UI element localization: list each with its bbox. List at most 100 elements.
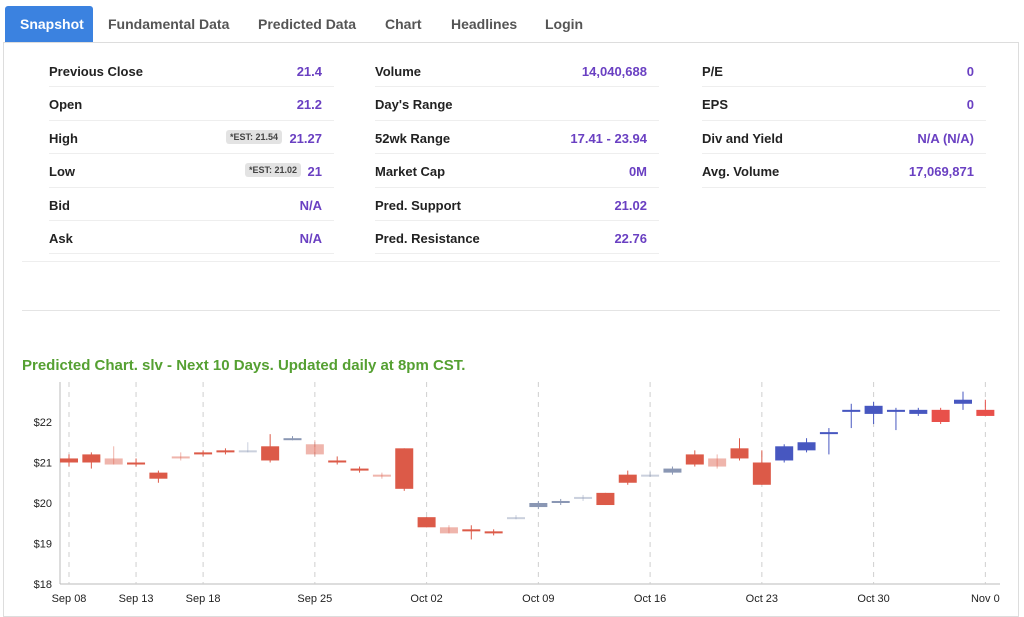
stat-value: 22.76 (614, 230, 647, 246)
x-tick-label: Oct 02 (410, 593, 442, 605)
stat-row-days-range: Day's Range (375, 87, 659, 121)
stat-value: N/A (299, 197, 322, 213)
candle-body (216, 450, 235, 453)
x-tick-label: Oct 30 (857, 593, 889, 605)
x-tick-label: Sep 18 (186, 593, 221, 605)
candle-body (775, 446, 794, 461)
stat-row-volume: Volume 14,040,688 (375, 54, 659, 88)
stat-row-avg-volume: Avg. Volume 17,069,871 (702, 154, 986, 188)
stat-row-bid: Bid N/A (49, 188, 334, 221)
candle-body (507, 517, 525, 520)
candle-body (238, 450, 257, 453)
stat-value: 21.2 (296, 97, 322, 113)
snapshot-column-1: Previous Close 21.4 Open 21.2 High *EST:… (49, 54, 334, 255)
stat-label: Pred. Support (375, 197, 461, 213)
stat-value: N/A (N/A) (917, 130, 974, 146)
candle-body (752, 462, 771, 485)
candle-body (685, 454, 704, 465)
candle-body (842, 409, 861, 412)
tab-chart[interactable]: Chart (385, 16, 422, 32)
stat-label: P/E (702, 64, 723, 79)
candle-body (574, 496, 593, 499)
tab-login[interactable]: Login (545, 16, 584, 32)
candle-body (596, 492, 615, 506)
stat-label: Market Cap (375, 164, 446, 180)
x-tick-label: Oct 16 (634, 593, 666, 605)
x-tick-label: Sep 08 (52, 593, 87, 605)
candle-body (372, 474, 391, 477)
snapshot-column-3: P/E 0 EPS 0 Div and Yield N/A (N/A) Avg.… (702, 54, 986, 188)
candle-body (484, 531, 503, 534)
y-tick-label: $19 (34, 539, 52, 551)
candle-body (82, 454, 101, 463)
tab-headlines[interactable]: Headlines (451, 16, 518, 32)
candle-body (462, 529, 481, 532)
candle-body (886, 409, 905, 412)
stat-label: Low (49, 164, 75, 180)
stat-label: High (49, 130, 78, 146)
candle-body (261, 446, 280, 461)
stat-row-ask: Ask N/A (49, 221, 334, 255)
x-tick-label: Sep 25 (297, 593, 332, 605)
y-tick-label: $21 (34, 458, 52, 470)
stat-row-eps: EPS 0 (702, 87, 986, 121)
section-divider (22, 261, 1000, 262)
stat-label: Open (49, 97, 83, 113)
chart-title: Predicted Chart. slv - Next 10 Days. Upd… (22, 357, 466, 374)
stat-value: 0M (628, 164, 647, 180)
stat-label: EPS (702, 97, 729, 113)
stat-value: 21 (307, 164, 322, 180)
candle-body (305, 444, 324, 455)
stat-label: Previous Close (49, 64, 143, 79)
stat-label: Avg. Volume (702, 164, 780, 180)
stat-label: Volume (375, 64, 421, 79)
candle-body (976, 409, 995, 416)
candle-body (529, 503, 548, 508)
section-divider (22, 310, 1000, 311)
candle-body (864, 405, 883, 414)
stat-row-high: High *EST: 21.54 21.27 (49, 121, 334, 155)
stat-value: 21.02 (614, 197, 647, 213)
est-badge: *EST: 21.02 (244, 163, 301, 178)
stat-value: 21.27 (289, 130, 322, 146)
y-tick-label: $22 (34, 417, 52, 429)
stat-value: N/A (299, 230, 322, 246)
candle-body (194, 452, 213, 455)
stat-row-market-cap: Market Cap 0M (375, 154, 659, 188)
tab-predicted-data[interactable]: Predicted Data (258, 16, 357, 32)
candle-body (663, 468, 682, 473)
candle-body (417, 517, 436, 528)
stat-value: 14,040,688 (581, 64, 647, 79)
stat-label: Div and Yield (702, 130, 783, 146)
candle-body (104, 458, 123, 465)
candle-body (618, 474, 637, 483)
candle-body (708, 458, 727, 467)
candle-body (819, 432, 838, 435)
candle-body (395, 448, 414, 489)
stat-value: 17.41 - 23.94 (570, 130, 647, 146)
stat-row-52wk-range: 52wk Range 17.41 - 23.94 (375, 121, 659, 155)
x-tick-label: Oct 23 (746, 593, 778, 605)
predicted-candlestick-chart: $18 $19 $20 $21 $22 Sep 08 Sep 13 Sep 18 Sep 25 O… (34, 382, 1000, 605)
x-tick-label: Sep 13 (119, 593, 154, 605)
stat-row-open: Open 21.2 (49, 87, 334, 121)
tab-fundamental-data[interactable]: Fundamental Data (108, 16, 230, 32)
tab-snapshot[interactable]: Snapshot (5, 6, 93, 42)
candle-body (954, 399, 972, 404)
est-badge: *EST: 21.54 (225, 129, 282, 144)
stat-label: Ask (49, 230, 73, 246)
x-tick-label: Nov 0 (971, 593, 1000, 605)
stat-row-pred-support: Pred. Support 21.02 (375, 188, 659, 221)
candle-body (127, 462, 146, 465)
candle-body (350, 468, 369, 471)
candle-body (328, 460, 347, 463)
stat-value: 0 (966, 97, 974, 113)
candle-body (149, 472, 168, 479)
stat-label: 52wk Range (375, 130, 451, 146)
stat-row-previous-close: Previous Close 21.4 (49, 54, 334, 88)
candle-body (641, 474, 660, 477)
stat-label: Day's Range (375, 97, 453, 113)
stat-row-div-yield: Div and Yield N/A (N/A) (702, 121, 986, 155)
candle-body (797, 442, 816, 451)
snapshot-column-2: Volume 14,040,688 Day's Range 52wk Range… (375, 54, 659, 255)
